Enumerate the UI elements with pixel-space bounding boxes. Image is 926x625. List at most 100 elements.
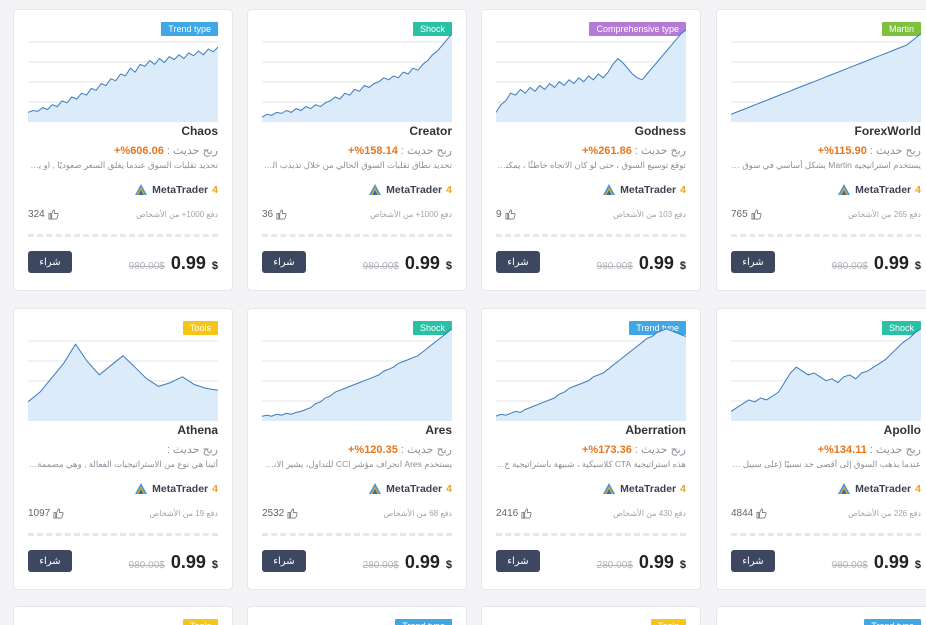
thumbs-up-icon[interactable]	[48, 209, 59, 220]
divider	[731, 533, 921, 536]
performance-chart	[262, 321, 452, 421]
thumbs-up-icon[interactable]	[756, 508, 767, 519]
price-block: 980.00$ 0.99 $	[832, 552, 921, 573]
buyers-count: دفع 68 من الأشخاص	[383, 509, 452, 518]
strategy-card[interactable]: Shock Ares ربح حديث : 120.35%+ يستخدم Ares …	[247, 308, 467, 590]
profit-value: 173.36%+	[581, 444, 632, 456]
performance-chart	[731, 321, 921, 421]
platform-name: MetaTrader	[620, 184, 677, 196]
performance-chart-svg	[731, 328, 921, 421]
profit-label: ربح حديث :	[869, 145, 921, 157]
strategy-description: أثينا هي نوع من الاستراتيجيات الفعالة , …	[28, 459, 218, 469]
profit-row: ربح حديث : 261.86%+	[582, 144, 686, 157]
performance-chart	[262, 22, 452, 122]
strategy-card[interactable]: Tools	[13, 606, 233, 625]
strategy-name: Athena	[177, 423, 218, 437]
strategy-name: Creator	[409, 124, 452, 138]
profit-label: ربح حديث :	[634, 145, 686, 157]
performance-chart	[496, 22, 686, 122]
profit-value: 261.86%+	[581, 145, 632, 157]
performance-chart	[496, 321, 686, 421]
buy-button[interactable]: شراء	[262, 550, 306, 572]
buy-button[interactable]: شراء	[731, 550, 775, 572]
currency-symbol: $	[914, 260, 921, 272]
strategy-description: تحديد نطاق تقلبات السوق الحالي من خلال ت…	[262, 160, 452, 170]
platform-name: MetaTrader	[152, 483, 209, 495]
divider	[28, 533, 218, 536]
likes-counter[interactable]: 1097	[28, 508, 64, 519]
likes-counter[interactable]: 2416	[496, 508, 532, 519]
buyers-count: دفع 19 من الأشخاص	[149, 509, 218, 518]
performance-chart	[28, 321, 218, 421]
strategy-card[interactable]: Shock Creator ربح حديث : 158.14%+ تحديد نطا…	[247, 9, 467, 291]
currency-symbol: $	[445, 559, 452, 571]
platform-name: MetaTrader	[152, 184, 209, 196]
thumbs-up-icon[interactable]	[521, 508, 532, 519]
buy-button[interactable]: شراء	[731, 251, 775, 273]
strategy-type-badge: Comprehensive type	[589, 22, 686, 36]
currency-symbol: $	[914, 559, 921, 571]
metatrader-logo-icon	[602, 482, 616, 496]
profit-label: ربح حديث :	[869, 444, 921, 456]
profit-row: ربح حديث : 134.11%+	[818, 443, 921, 456]
performance-chart-svg	[496, 328, 686, 421]
metatrader-logo-icon	[837, 482, 851, 496]
buy-button[interactable]: شراء	[28, 251, 72, 273]
original-price: 280.00$	[596, 560, 633, 571]
likes-counter[interactable]: 4844	[731, 508, 767, 519]
platform-label: MetaTrader 4	[368, 183, 452, 197]
thumbs-up-icon[interactable]	[276, 209, 287, 220]
profit-value: 158.14%+	[347, 145, 398, 157]
strategy-card[interactable]: Tools	[481, 606, 701, 625]
buyers-count: دفع 1000+ من الأشخاص	[136, 210, 218, 219]
likes-count: 2532	[262, 508, 285, 519]
likes-count: 9	[496, 209, 502, 220]
thumbs-up-icon[interactable]	[505, 209, 516, 220]
strategy-card[interactable]: Trend type Chaos ربح حديث : 606.06%+ تحديد …	[13, 9, 233, 291]
profit-value: 134.11%+	[817, 444, 867, 456]
strategy-type-badge: Shock	[412, 22, 452, 36]
thumbs-up-icon[interactable]	[751, 209, 762, 220]
performance-chart	[28, 22, 218, 122]
platform-label: MetaTrader 4	[602, 482, 686, 496]
original-price: 980.00$	[831, 560, 868, 571]
platform-version: 4	[680, 483, 686, 495]
chart-line	[262, 328, 452, 417]
profit-label: ربح حديث :	[166, 444, 218, 456]
strategy-card[interactable]: Tools Athena ربح حديث : أثينا هي نوع من ال…	[13, 308, 233, 590]
divider	[496, 533, 686, 536]
strategy-card[interactable]: Shock Apollo ربح حديث : 134.11%+ عندما يذهب…	[716, 308, 926, 590]
platform-version: 4	[212, 184, 218, 196]
buy-button[interactable]: شراء	[28, 550, 72, 572]
thumbs-up-icon[interactable]	[287, 508, 298, 519]
likes-counter[interactable]: 2532	[262, 508, 298, 519]
currency-symbol: $	[679, 260, 686, 272]
strategy-card[interactable]: Comprehensive type Godness ربح حديث : 261.…	[481, 9, 701, 291]
metatrader-logo-icon	[837, 183, 851, 197]
strategy-name: Aberration	[625, 423, 686, 437]
buy-button[interactable]: شراء	[496, 251, 540, 273]
profit-value: 115.90%+	[817, 145, 867, 157]
strategy-type-badge: Tools	[182, 321, 218, 335]
likes-counter[interactable]: 765	[731, 209, 762, 220]
likes-counter[interactable]: 36	[262, 209, 287, 220]
platform-label: MetaTrader 4	[602, 183, 686, 197]
buyers-count: دفع 265 من الأشخاص	[848, 210, 921, 219]
strategy-card[interactable]: Trend type	[247, 606, 467, 625]
strategy-card[interactable]: Trend type	[716, 606, 926, 625]
strategy-card[interactable]: Martin ForexWorld ربح حديث : 115.90%+ يستخد…	[716, 9, 926, 291]
thumbs-up-icon[interactable]	[53, 508, 64, 519]
metatrader-logo-icon	[134, 183, 148, 197]
strategy-card[interactable]: Trend type Aberration ربح حديث : 173.36%+ ه…	[481, 308, 701, 590]
chart-area	[496, 328, 686, 421]
strategy-description: هذه استراتيجية CTA كلاسيكية ، شبيهة باست…	[497, 459, 686, 469]
metatrader-logo-icon	[368, 482, 382, 496]
metatrader-logo-icon	[602, 183, 616, 197]
currency-symbol: $	[445, 260, 452, 272]
chart-line	[496, 328, 686, 417]
buy-button[interactable]: شراء	[496, 550, 540, 572]
likes-counter[interactable]: 9	[496, 209, 516, 220]
likes-counter[interactable]: 324	[28, 209, 59, 220]
buy-button[interactable]: شراء	[262, 251, 306, 273]
chart-line	[262, 33, 452, 118]
